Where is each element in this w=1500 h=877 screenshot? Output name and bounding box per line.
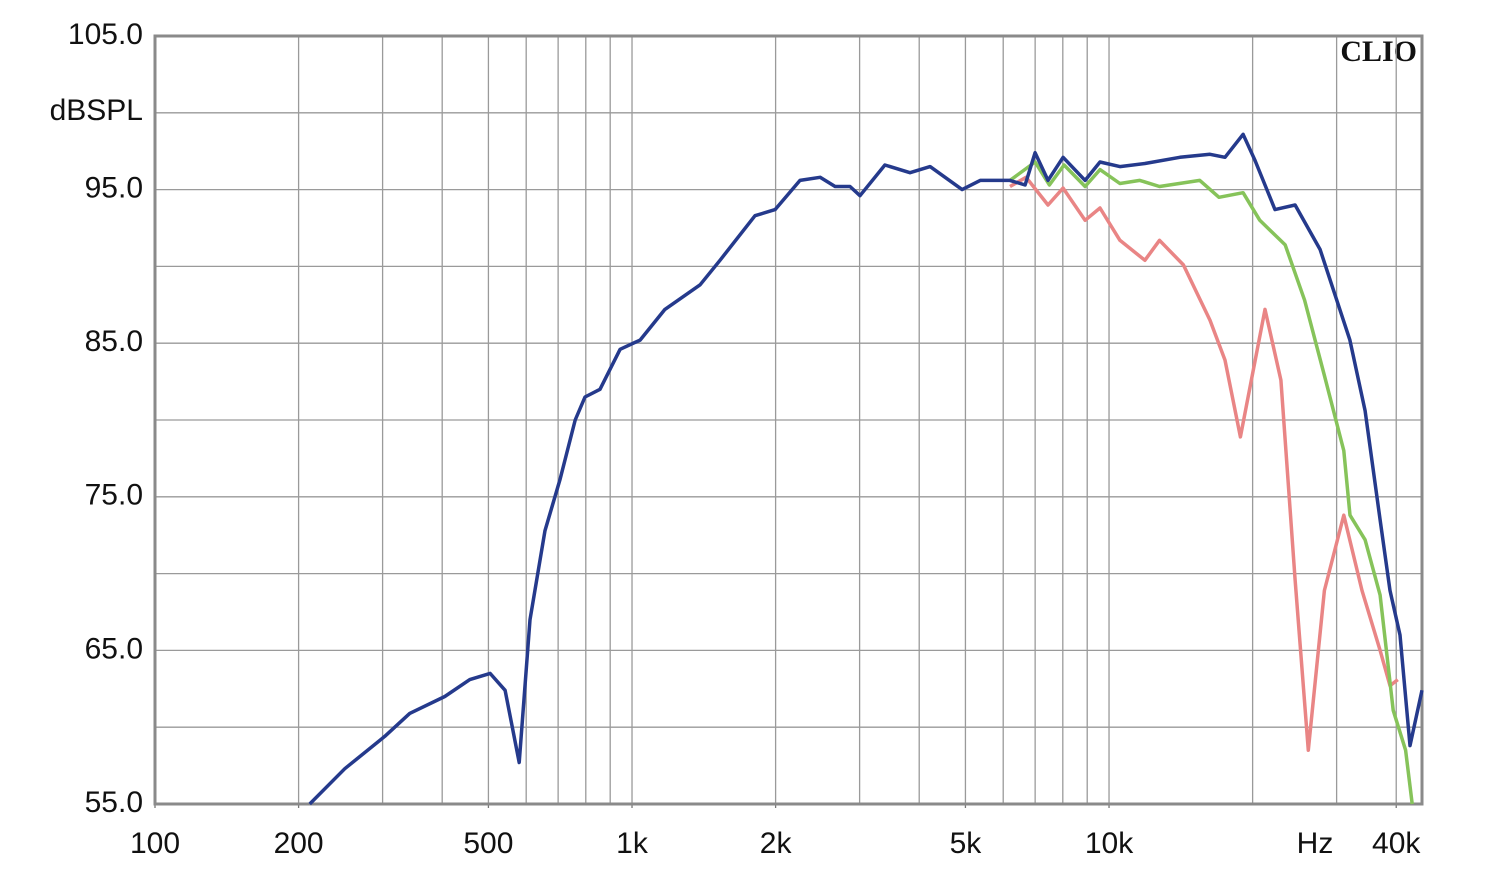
y-tick-label: 75.0: [85, 479, 143, 512]
y-tick-label: 85.0: [85, 325, 143, 358]
x-tick-label: 500: [463, 827, 513, 860]
series-line: [308, 132, 1424, 806]
x-tick-label: 2k: [760, 827, 793, 860]
x-tick-label: 100: [130, 827, 180, 860]
y-axis-label: dBSPL: [50, 94, 143, 127]
y-tick-label: 65.0: [85, 632, 143, 665]
y-tick-label: 105.0: [68, 18, 143, 51]
watermark: CLIO: [1340, 35, 1417, 68]
y-tick-label: 55.0: [85, 786, 143, 819]
plot-frame: [153, 34, 1424, 806]
x-tick-label: 200: [274, 827, 324, 860]
x-tick-label: 10k: [1085, 827, 1134, 860]
series-line: [1008, 160, 1414, 805]
x-axis-label: Hz: [1297, 827, 1334, 860]
x-tick-label: 5k: [950, 827, 983, 860]
x-tick-label: 1k: [616, 827, 649, 860]
y-tick-label: 95.0: [85, 172, 143, 205]
x-tick-label: 40k: [1372, 827, 1421, 860]
series-line: [1009, 175, 1399, 752]
